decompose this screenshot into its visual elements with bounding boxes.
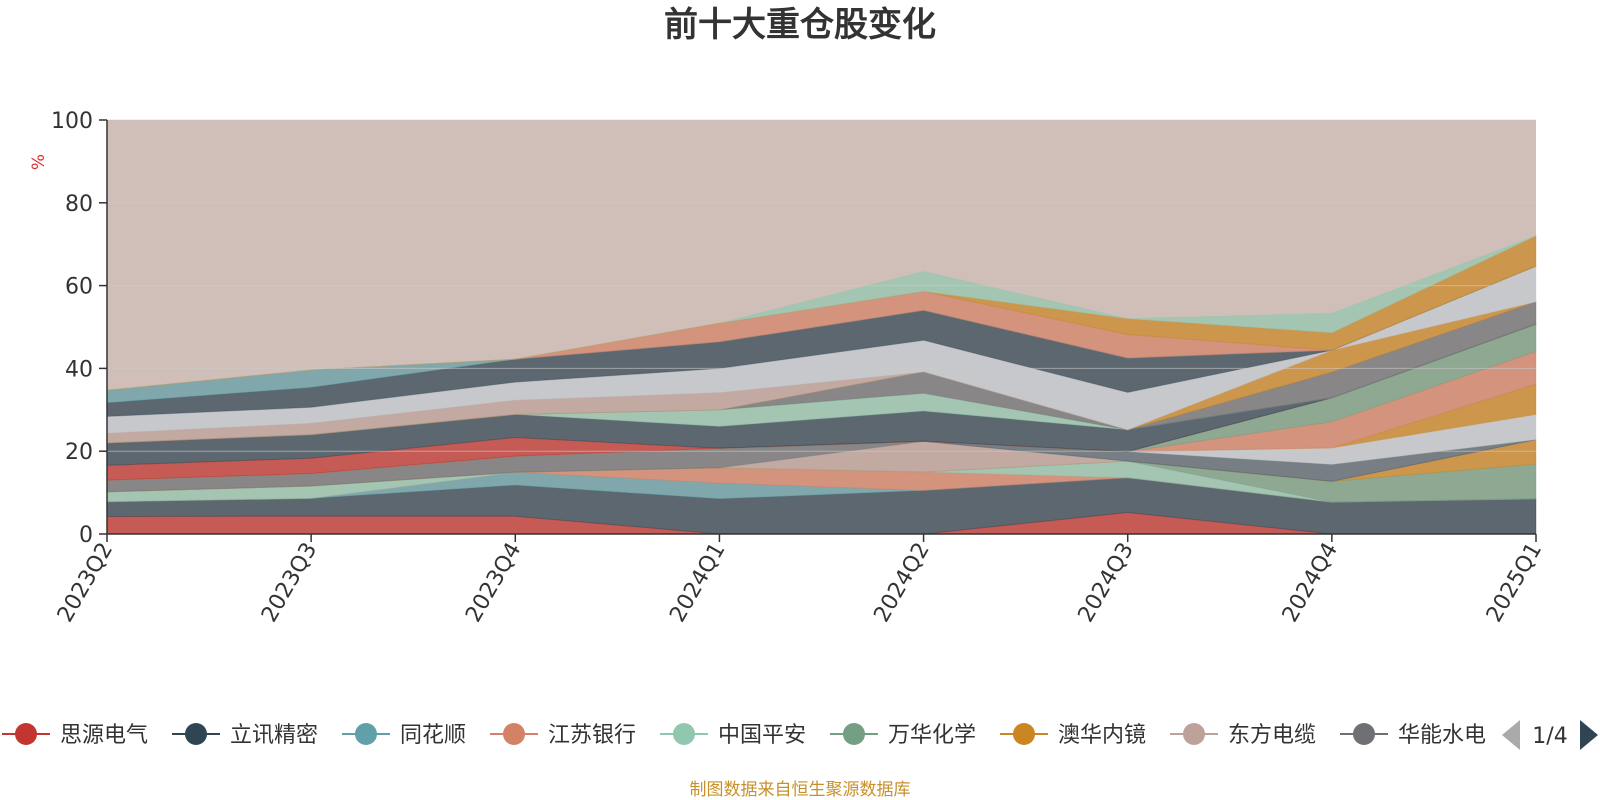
legend-marker-icon [185, 723, 207, 745]
legend-prev-page-icon[interactable] [1502, 720, 1520, 750]
legend-pager: 1/4 [1502, 720, 1598, 750]
y-tick-label-5: 100 [51, 109, 93, 134]
legend-label: 江苏银行 [548, 723, 636, 748]
y-tick-label-0: 0 [79, 523, 93, 548]
chart-title: 前十大重仓股变化 [664, 5, 936, 45]
legend-label: 中国平安 [718, 723, 806, 748]
x-tick-label-2: 2023Q4 [461, 539, 526, 627]
x-tick-label-1: 2023Q3 [257, 539, 322, 627]
legend-marker-icon [503, 723, 525, 745]
legend: 思源电气 立讯精密 同花顺 江苏银行 中国平安 万华化学 澳华内镜 东方电缆 华能水电 [2, 723, 1486, 748]
y-tick-label-4: 80 [65, 192, 93, 217]
area-series-24 [106, 235, 1537, 391]
legend-marker-icon [1183, 723, 1205, 745]
legend-marker-icon [843, 723, 865, 745]
area-series-17 [106, 300, 1537, 444]
legend-item-4[interactable]: 中国平安 [660, 723, 806, 748]
legend-marker-icon [355, 723, 377, 745]
legend-label: 同花顺 [400, 723, 466, 748]
legend-label: 思源电气 [60, 723, 148, 748]
x-tick-label-6: 2024Q4 [1278, 539, 1343, 627]
x-tick-label-3: 2024Q1 [665, 539, 730, 627]
x-tick-label-0: 2023Q2 [53, 539, 118, 627]
legend-item-2[interactable]: 同花顺 [342, 723, 466, 748]
area-series-25 [106, 235, 1537, 391]
area-layer [106, 120, 1537, 535]
legend-marker-icon [1013, 723, 1035, 745]
legend-marker-icon [15, 723, 37, 745]
x-tick-label-7: 2025Q1 [1482, 539, 1547, 627]
legend-label: 华能水电 [1398, 723, 1486, 748]
y-tick-label-2: 40 [65, 357, 93, 382]
area-series-20 [106, 265, 1537, 434]
legend-marker-icon [1353, 723, 1375, 745]
x-tick-label-4: 2024Q2 [869, 539, 934, 627]
legend-label: 立讯精密 [230, 723, 318, 748]
legend-label: 万华化学 [888, 723, 976, 748]
legend-next-page-icon[interactable] [1580, 720, 1598, 750]
legend-item-0[interactable]: 思源电气 [2, 723, 148, 748]
legend-item-5[interactable]: 万华化学 [830, 723, 976, 748]
legend-label: 澳华内镜 [1058, 723, 1146, 748]
grid-layer [107, 119, 1536, 452]
legend-page-indicator: 1/4 [1532, 724, 1567, 749]
legend-item-8[interactable]: 华能水电 [1340, 723, 1486, 748]
legend-label: 东方电缆 [1228, 723, 1316, 748]
y-tick-label-1: 20 [65, 440, 93, 465]
y-tick-label-3: 60 [65, 275, 93, 300]
legend-marker-icon [673, 723, 695, 745]
legend-item-3[interactable]: 江苏银行 [490, 723, 636, 748]
legend-item-1[interactable]: 立讯精密 [172, 723, 318, 748]
legend-item-6[interactable]: 澳华内镜 [1000, 723, 1146, 748]
source-note: 制图数据来自恒生聚源数据库 [690, 780, 911, 800]
x-tick-label-5: 2024Q3 [1074, 539, 1139, 627]
y-axis-unit-label: % [29, 154, 49, 170]
legend-item-7[interactable]: 东方电缆 [1170, 723, 1316, 748]
